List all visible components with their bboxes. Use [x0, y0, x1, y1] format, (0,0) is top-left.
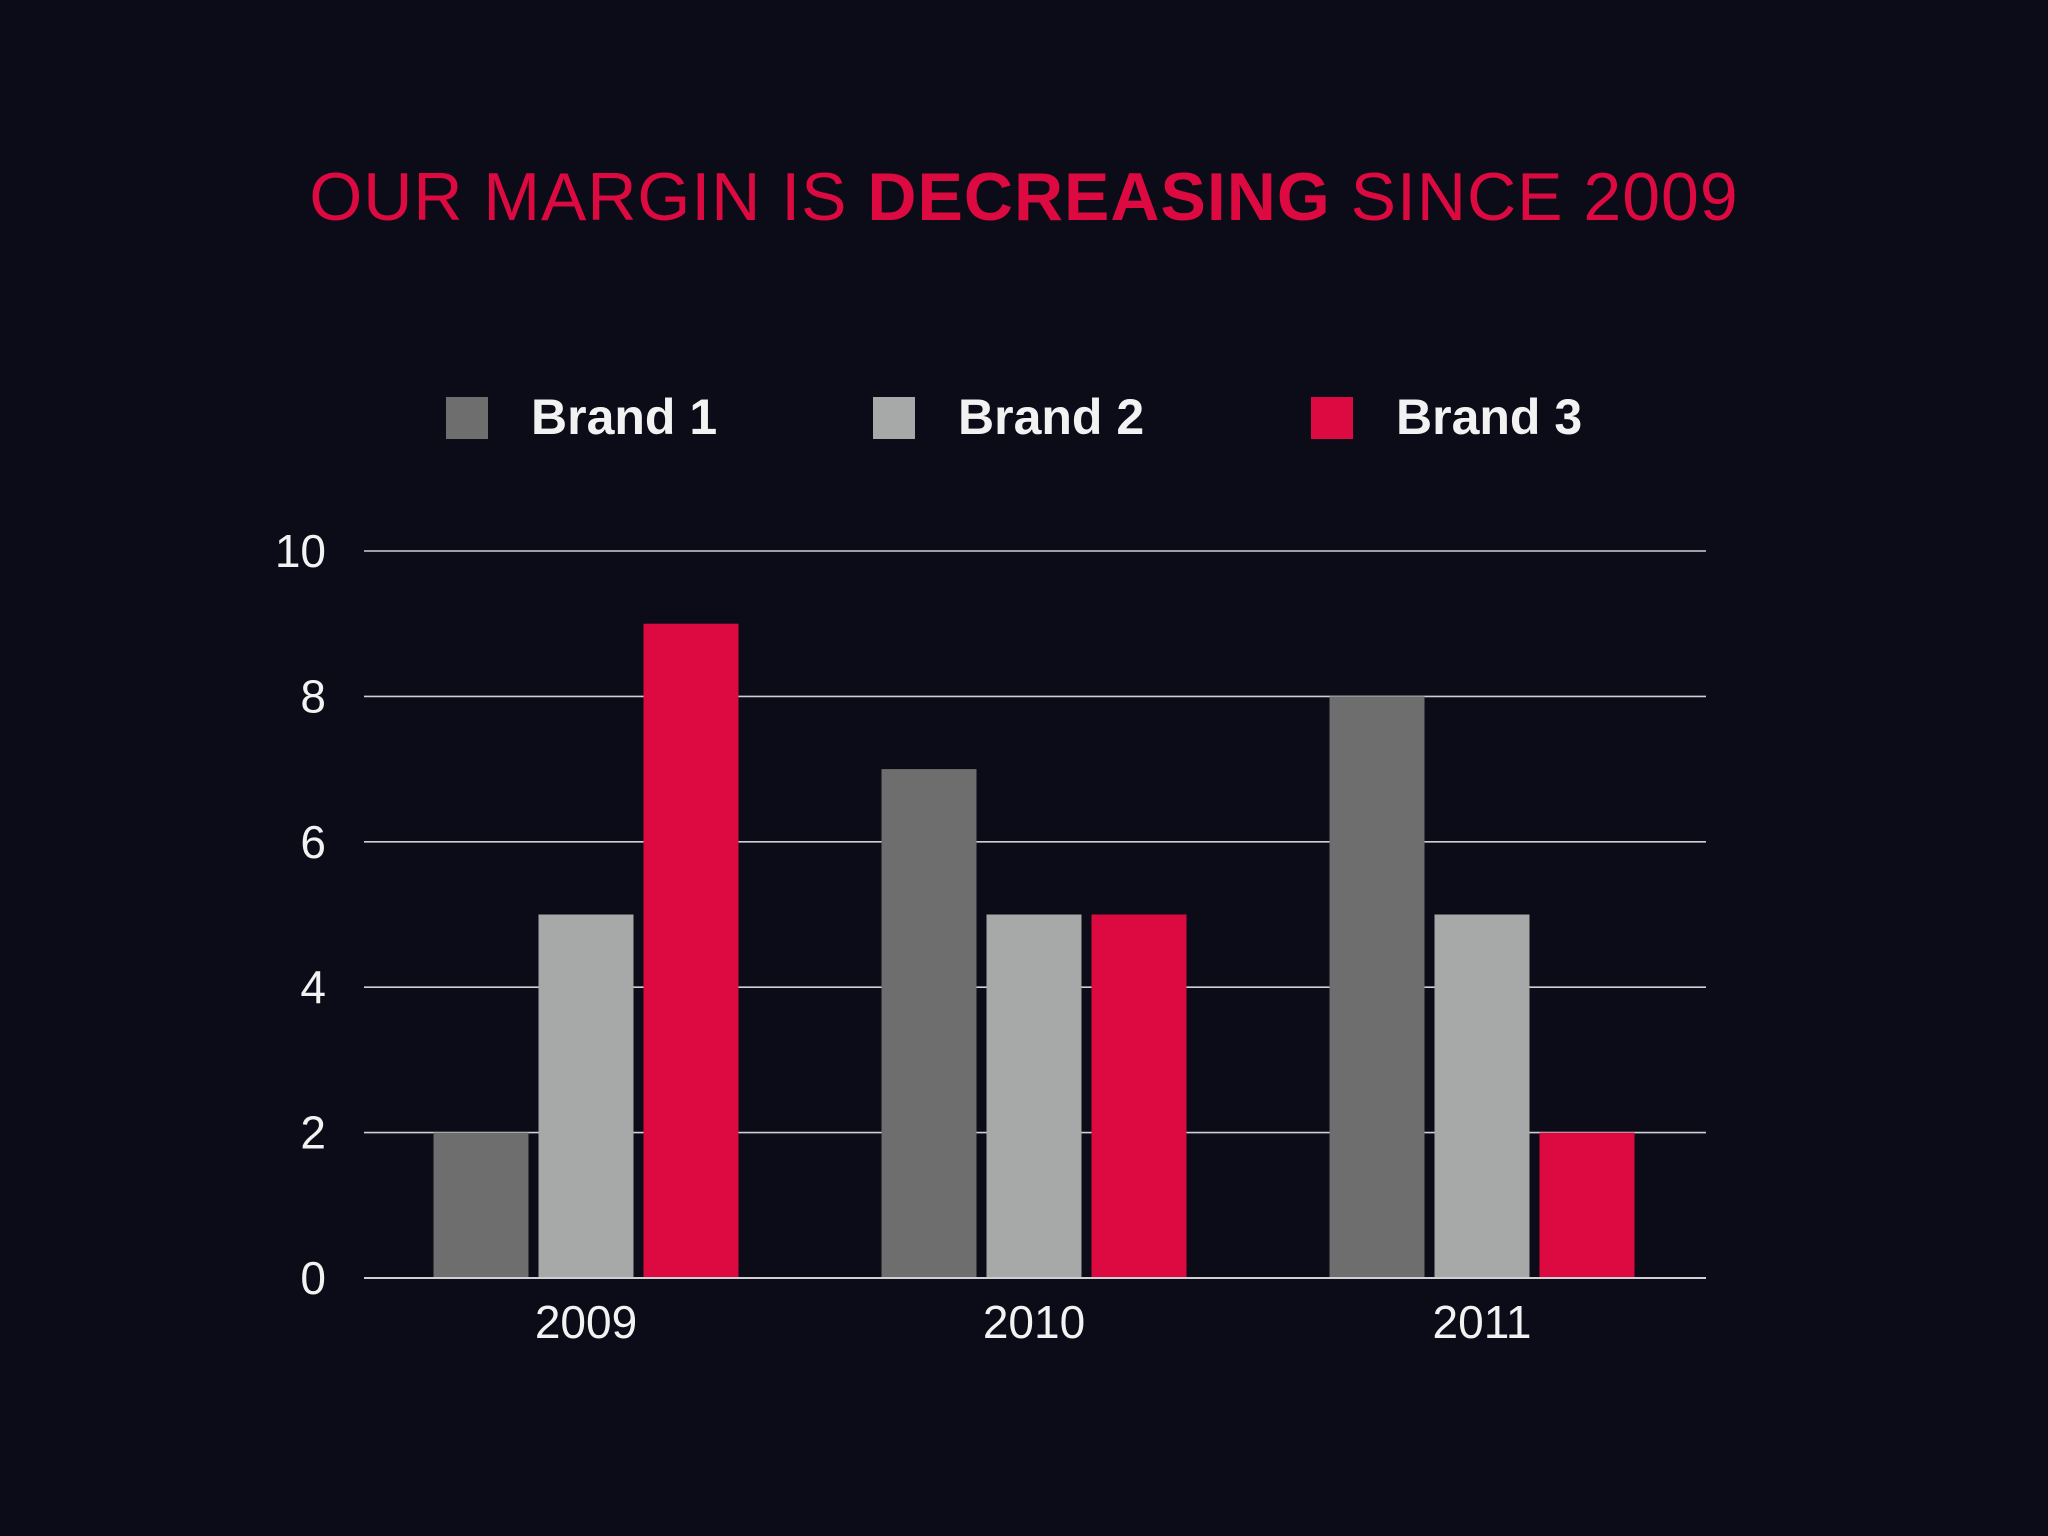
- title-part-3: SINCE 2009: [1330, 159, 1739, 235]
- bar-2009-brand-2: [538, 914, 634, 1278]
- legend-swatch-brand-1: [446, 397, 488, 439]
- bar-2011-brand-3: [1539, 1132, 1635, 1278]
- y-tick-label-0: 0: [300, 1252, 326, 1304]
- bar-2009-brand-1: [433, 1132, 529, 1278]
- y-tick-label-8: 8: [300, 670, 326, 722]
- bar-2011-brand-1: [1329, 696, 1425, 1278]
- y-tick-label-6: 6: [300, 816, 326, 868]
- bar-2010-brand-2: [986, 914, 1082, 1278]
- legend-label-brand-1: Brand 1: [531, 389, 717, 445]
- x-tick-label-2011: 2011: [1433, 1296, 1532, 1348]
- legend-label-brand-2: Brand 2: [958, 389, 1144, 445]
- x-axis: 2009 2010 2011: [364, 1277, 1706, 1348]
- bars: [433, 623, 1635, 1278]
- legend-swatch-brand-3: [1311, 397, 1353, 439]
- legend: Brand 1 Brand 2 Brand 3: [446, 389, 1582, 445]
- y-tick-label-2: 2: [300, 1107, 326, 1159]
- bar-2010-brand-3: [1091, 914, 1187, 1278]
- x-tick-label-2010: 2010: [983, 1296, 1085, 1348]
- legend-swatch-brand-2: [873, 397, 915, 439]
- x-tick-label-2009: 2009: [535, 1296, 637, 1348]
- bar-2010-brand-1: [881, 769, 977, 1278]
- y-tick-label-4: 4: [300, 961, 326, 1013]
- bar-2009-brand-3: [643, 623, 739, 1278]
- legend-label-brand-3: Brand 3: [1396, 389, 1582, 445]
- title-part-1: OUR MARGIN IS: [309, 159, 868, 235]
- bar-2011-brand-2: [1434, 914, 1530, 1278]
- title-emphasis: DECREASING: [867, 159, 1331, 235]
- y-axis: 0 2 4 6 8 10: [275, 525, 326, 1304]
- y-tick-label-10: 10: [275, 525, 326, 577]
- chart-title: OUR MARGIN IS DECREASING SINCE 2009: [0, 152, 2048, 242]
